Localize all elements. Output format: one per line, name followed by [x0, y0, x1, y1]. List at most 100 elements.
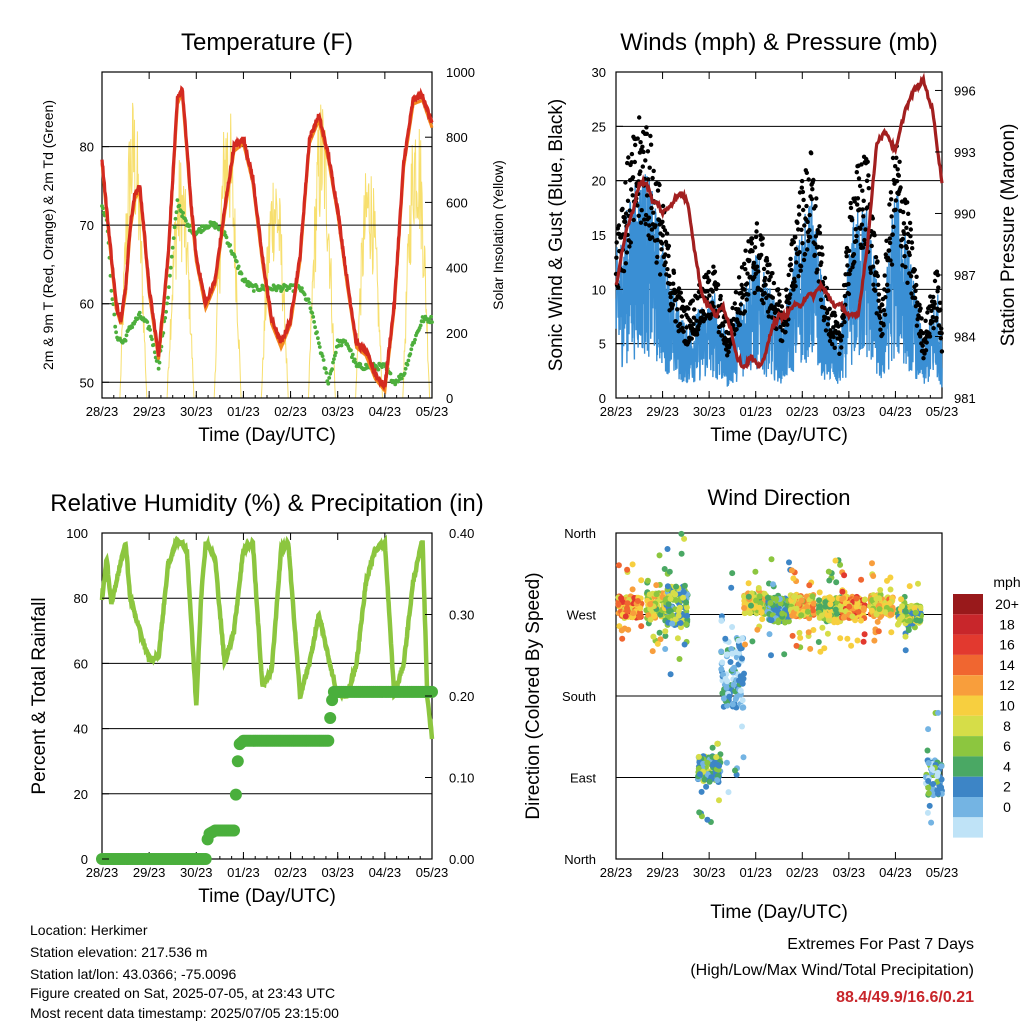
gust-point	[902, 254, 907, 259]
legend-swatch	[953, 654, 983, 676]
direction-point	[719, 659, 726, 666]
gust-point	[791, 240, 796, 245]
direction-point	[928, 819, 935, 826]
direction-point	[674, 635, 681, 642]
gust-point	[785, 322, 790, 327]
gust-point	[797, 212, 802, 217]
gust-point	[794, 260, 799, 265]
gust-point	[686, 306, 691, 311]
gust-point	[659, 241, 665, 246]
dewpoint-point	[287, 286, 292, 290]
gust-point	[620, 206, 625, 212]
direction-point	[728, 646, 735, 652]
gust-point	[742, 309, 748, 314]
gust-point	[752, 290, 757, 296]
gust-point	[860, 207, 865, 212]
direction-point	[929, 766, 935, 772]
gust-point	[855, 202, 860, 207]
gust-point	[852, 259, 857, 265]
legend-title: mph	[993, 574, 1020, 590]
direction-point	[797, 634, 804, 641]
direction-point	[615, 601, 622, 608]
x-tick-label: 04/23	[879, 404, 912, 419]
gust-point	[902, 231, 907, 237]
direction-point	[669, 620, 676, 627]
direction-point	[818, 612, 825, 619]
gust-point	[739, 282, 744, 288]
humidity-line	[99, 534, 435, 740]
direction-point	[696, 771, 703, 778]
gust-point	[908, 234, 913, 239]
gust-point	[860, 245, 866, 250]
gust-point	[673, 319, 678, 324]
gust-point	[705, 289, 710, 294]
gust-point	[768, 274, 773, 279]
precip-point	[229, 788, 242, 801]
gust-point	[848, 205, 854, 211]
x-tick-label: 02/23	[786, 865, 819, 880]
gust-point	[625, 198, 631, 203]
x-tick-label: 03/23	[833, 865, 866, 880]
direction-point	[673, 583, 680, 590]
x-tick-label: 29/23	[646, 865, 679, 880]
y-right-tick-label: 0.40	[449, 526, 474, 541]
dewpoint-point	[323, 366, 328, 371]
gust-point	[763, 282, 768, 287]
direction-point	[701, 776, 708, 783]
chart-title-1: Temperature (F)	[181, 29, 353, 56]
dewpoint-point	[380, 365, 384, 369]
gust-point	[660, 203, 666, 209]
gust-point	[638, 169, 643, 174]
gust-point	[761, 301, 766, 306]
dewpoint-point	[114, 330, 118, 335]
direction-point	[822, 599, 829, 606]
gust-point	[917, 302, 922, 307]
dewpoint-point	[171, 236, 176, 241]
x-tick-label: 29/23	[646, 404, 679, 419]
direction-point	[754, 626, 761, 633]
legend-swatch	[953, 695, 983, 716]
gust-point	[623, 261, 628, 266]
x-tick-label: 28/23	[600, 404, 633, 419]
y-tick-label: 15	[592, 228, 606, 243]
direction-point	[902, 647, 909, 654]
gust-point	[798, 264, 804, 269]
dewpoint-point	[352, 357, 357, 362]
direction-point	[698, 788, 705, 795]
x-tick-label: 04/23	[879, 865, 912, 880]
dewpoint-point	[234, 259, 239, 264]
direction-point	[853, 603, 860, 610]
direction-point	[790, 593, 797, 600]
dewpoint-point	[429, 314, 433, 319]
direction-point	[869, 560, 875, 567]
gust-point	[795, 220, 800, 225]
dewpoint-point	[224, 235, 229, 240]
gust-point	[851, 252, 857, 257]
gust-point	[645, 149, 651, 154]
gust-point	[798, 268, 803, 273]
direction-point	[745, 580, 752, 587]
legend-label: 0	[1003, 799, 1011, 815]
chart-title-2: Winds (mph) & Pressure (mb)	[620, 29, 937, 56]
gust-point	[767, 262, 772, 267]
precip-point	[228, 824, 240, 837]
gust-point	[935, 289, 940, 294]
direction-point	[724, 702, 731, 709]
gust-point	[847, 271, 852, 277]
gust-point	[903, 264, 908, 270]
x-tick-label: 29/23	[133, 404, 166, 419]
legend-label: 4	[1003, 758, 1011, 774]
gust-point	[890, 155, 896, 161]
gust-point	[919, 316, 924, 321]
gust-point	[664, 231, 670, 236]
gust-point	[907, 252, 912, 258]
gust-point	[647, 165, 652, 170]
gust-point	[643, 158, 648, 163]
gust-point	[725, 353, 730, 358]
dewpoint-point	[333, 350, 338, 355]
gust-point	[873, 255, 879, 260]
chart-title-4: Wind Direction	[707, 485, 850, 510]
direction-point	[816, 597, 822, 604]
gust-point	[938, 336, 943, 341]
direction-point	[840, 614, 847, 621]
